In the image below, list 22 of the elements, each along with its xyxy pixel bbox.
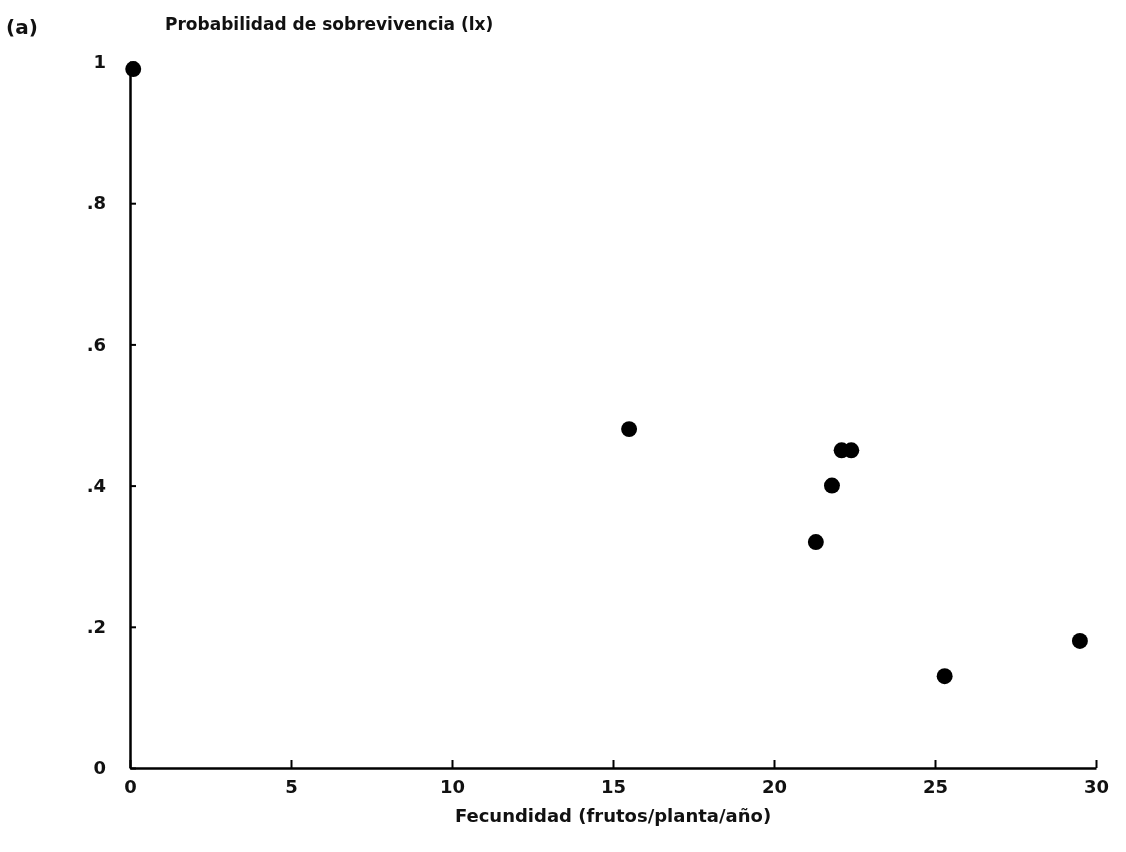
- y-tick-label: .4: [86, 474, 106, 496]
- y-tick-label: .2: [86, 616, 106, 638]
- y-tick-label: .6: [86, 333, 106, 355]
- x-tick-label: 20: [761, 775, 788, 797]
- y-axis-title: Probabilidad de sobrevivencia (lx): [165, 14, 494, 34]
- text: (a): [6, 15, 38, 39]
- x-tick-label: 0: [124, 775, 137, 797]
- y-tick-label: .8: [86, 192, 106, 214]
- point: [1071, 632, 1088, 649]
- x-tick-label: 15: [600, 775, 627, 797]
- y-tick-label: 1: [93, 51, 106, 73]
- x-tick-label: 30: [1083, 775, 1110, 797]
- y-tick-label: 0: [93, 757, 106, 779]
- x-tick-label: 5: [285, 775, 298, 797]
- point: [807, 534, 824, 551]
- point: [936, 668, 953, 685]
- point: [125, 61, 142, 78]
- x-axis-title: Fecundidad (frutos/planta/año): [454, 805, 772, 826]
- x-tick-label: 25: [922, 775, 949, 797]
- x-tick-label: 10: [439, 775, 466, 797]
- point: [621, 421, 638, 438]
- point: [823, 477, 840, 494]
